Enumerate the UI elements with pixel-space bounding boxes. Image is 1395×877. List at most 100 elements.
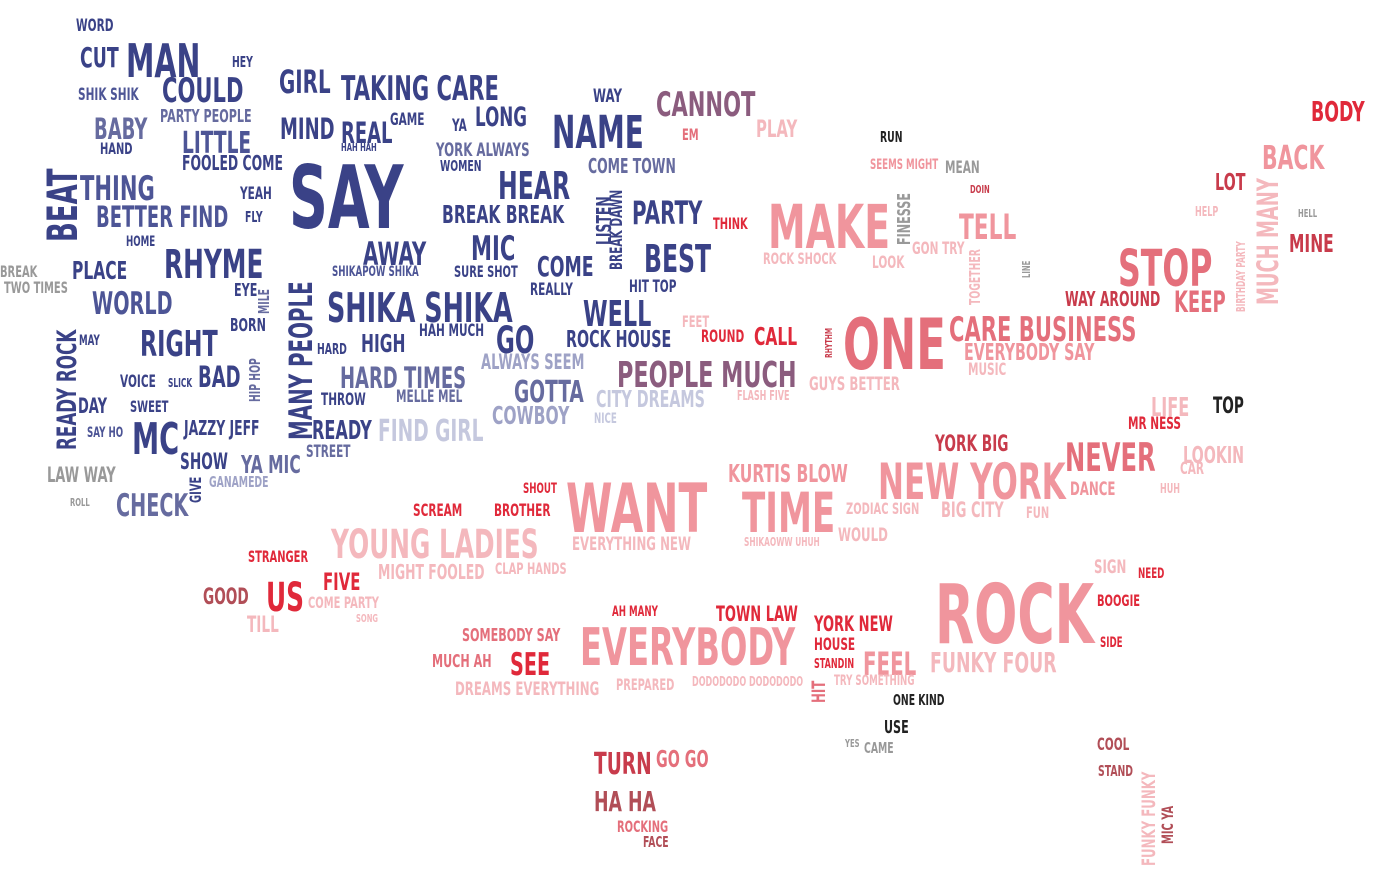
- word-seems-might: SEEMS MIGHT: [870, 157, 939, 173]
- word-could: COULD: [162, 71, 244, 111]
- word-break: BREAK: [0, 262, 38, 281]
- word-better-find: BETTER FIND: [96, 200, 229, 234]
- word-fun: FUN: [1026, 503, 1050, 522]
- word-top: TOP: [1213, 394, 1244, 419]
- word-way-around: WAY AROUND: [1065, 287, 1161, 311]
- word-try-something: TRY SOMETHING: [834, 673, 915, 689]
- word-em: EM: [682, 125, 699, 144]
- word-street: STREET: [306, 442, 351, 462]
- word-best: BEST: [644, 237, 712, 281]
- word-born: BORN: [230, 315, 266, 336]
- word-clap-hands: CLAP HANDS: [495, 559, 567, 578]
- word-long: LONG: [475, 102, 528, 133]
- word-come-town: COME TOWN: [588, 154, 676, 178]
- word-lookin: LOOKIN: [1183, 443, 1245, 469]
- word-mic-ya: MIC YA: [1158, 805, 1177, 844]
- word-roll: ROLL: [70, 496, 90, 509]
- word-hip-hop: HIP HOP: [246, 358, 264, 402]
- word-taking-care: TAKING CARE: [341, 69, 499, 109]
- word-jazzy-jeff: JAZZY JEFF: [184, 416, 260, 440]
- word-see: SEE: [510, 647, 551, 683]
- word-party-people: PARTY PEOPLE: [160, 106, 252, 127]
- word-funky-four: FUNKY FOUR: [930, 646, 1057, 679]
- word-side: SIDE: [1100, 635, 1123, 651]
- word-guys-better: GUYS BETTER: [809, 373, 900, 395]
- word-hah-much: HAH MUCH: [419, 321, 485, 341]
- word-never: NEVER: [1065, 436, 1156, 481]
- word-young-ladies: YOUNG LADIES: [331, 522, 539, 568]
- word-rocking: ROCKING: [617, 817, 669, 836]
- word-flash-five: FLASH FIVE: [737, 389, 790, 404]
- word-much-many: MUCH MANY: [1251, 178, 1285, 305]
- word-good: GOOD: [203, 585, 249, 610]
- word-party: PARTY: [632, 194, 703, 232]
- word-two-times: TWO TIMES: [4, 278, 68, 297]
- word-always-seem: ALWAYS SEEM: [481, 350, 585, 374]
- word-game: GAME: [390, 110, 425, 130]
- word-say-ho: SAY HO: [87, 425, 124, 441]
- word-go: GO: [496, 319, 535, 362]
- word-man: MAN: [126, 34, 201, 88]
- word-somebody-say: SOMEBODY SAY: [462, 625, 561, 646]
- word-voice: VOICE: [120, 372, 156, 392]
- word-sign: SIGN: [1094, 556, 1127, 578]
- word-women: WOMEN: [440, 157, 482, 175]
- word-dreams-everything: DREAMS EVERYTHING: [455, 678, 600, 700]
- word-hey: HEY: [232, 53, 253, 71]
- word-shout: SHOUT: [523, 481, 557, 497]
- word-town-law: TOWN LAW: [716, 602, 798, 626]
- word-beat: BEAT: [38, 168, 87, 242]
- word-dodododo-dodododo: DODODODO DODODODO: [692, 675, 804, 690]
- word-day: DAY: [78, 394, 108, 418]
- word-house: HOUSE: [814, 635, 856, 655]
- word-back: BACK: [1262, 138, 1325, 177]
- word-come: COME: [537, 250, 594, 283]
- word-nice: NICE: [594, 411, 617, 427]
- word-hell: HELL: [1298, 207, 1318, 220]
- word-stand: STAND: [1098, 762, 1134, 780]
- word-mic: MIC: [471, 229, 516, 269]
- word-cool: COOL: [1097, 735, 1130, 755]
- word-york-always: YORK ALWAYS: [436, 139, 530, 161]
- word-rhyme: RHYME: [164, 242, 264, 288]
- word-mc: MC: [132, 414, 180, 465]
- word-show: SHOW: [180, 450, 228, 475]
- word-care-business: CARE BUSINESS: [949, 310, 1137, 350]
- word-need: NEED: [1138, 566, 1165, 582]
- word-zodiac-sign: ZODIAC SIGN: [846, 499, 920, 518]
- word-thing: THING: [80, 169, 155, 209]
- word-hard: HARD: [317, 340, 347, 358]
- word-brother: BROTHER: [494, 501, 551, 521]
- word-hit: HIT: [808, 680, 830, 703]
- word-everything-new: EVERYTHING NEW: [572, 533, 691, 555]
- word-call: CALL: [754, 322, 798, 351]
- word-shikapow-shika: SHIKAPOW SHIKA: [332, 264, 419, 280]
- word-ah-many: AH MANY: [612, 604, 658, 620]
- word-fooled-come: FOOLED COME: [182, 151, 283, 175]
- word-huh: HUH: [1160, 482, 1181, 497]
- word-come-party: COME PARTY: [308, 593, 379, 612]
- word-together: TOGETHER: [966, 249, 984, 305]
- word-music: MUSIC: [968, 360, 1007, 380]
- word-mean: MEAN: [945, 158, 980, 178]
- word-hard-times: HARD TIMES: [340, 361, 467, 395]
- word-bad: BAD: [198, 360, 241, 394]
- word-us: US: [266, 575, 305, 621]
- word-cut: CUT: [80, 41, 119, 74]
- word-hit-top: HIT TOP: [629, 277, 677, 297]
- word-check: CHECK: [116, 488, 189, 524]
- word-much-ah: MUCH AH: [432, 651, 492, 672]
- word-really: REALLY: [530, 280, 573, 300]
- word-ya-mic: YA MIC: [241, 450, 301, 479]
- word-shik-shik: SHIK SHIK: [78, 85, 139, 105]
- word-yeah: YEAH: [240, 184, 272, 204]
- word-home: HOME: [126, 234, 156, 250]
- word-fly: FLY: [245, 208, 263, 226]
- word-break-break: BREAK BREAK: [442, 200, 565, 229]
- word-keep: KEEP: [1174, 285, 1226, 319]
- word-life: LIFE: [1151, 393, 1190, 423]
- word-cannot: CANNOT: [656, 85, 756, 125]
- word-mr-ness: MR NESS: [1128, 414, 1182, 434]
- word-dance: DANCE: [1070, 478, 1116, 500]
